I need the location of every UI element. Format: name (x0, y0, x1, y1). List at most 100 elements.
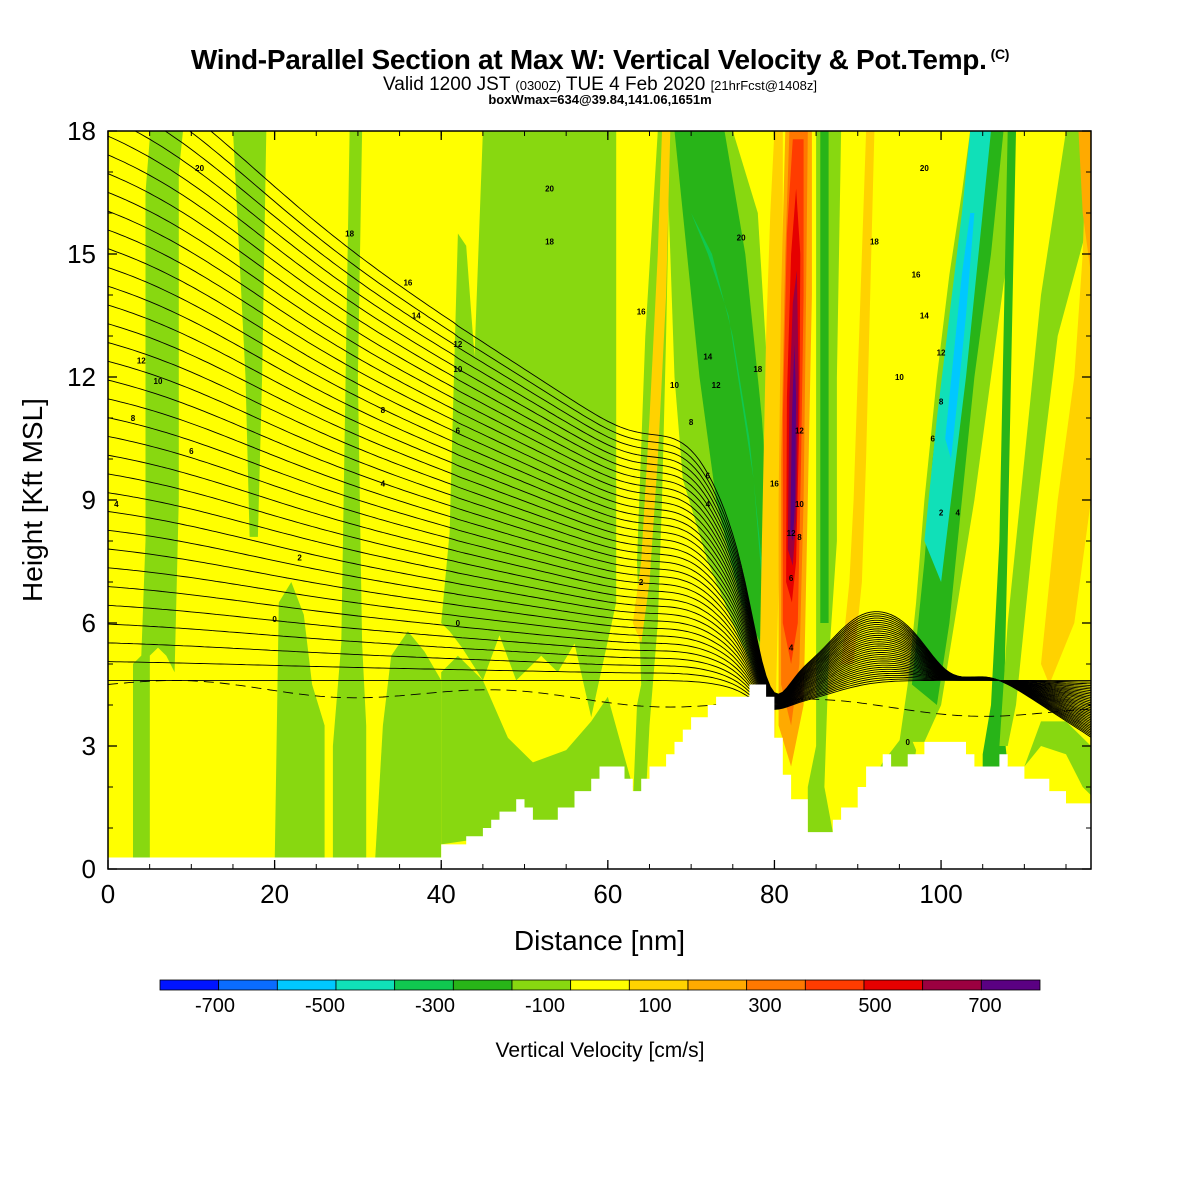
theta-contour (108, 360, 1091, 711)
theta-contour (108, 454, 1091, 705)
theta-contour (108, 511, 1091, 706)
contour-label: 10 (453, 365, 462, 374)
colorbar-swatch (276, 979, 337, 991)
x-tick-label: 60 (593, 879, 622, 909)
y-tick-label: 3 (82, 731, 96, 761)
theta-contour (108, 323, 1091, 714)
y-tick-label: 15 (67, 239, 96, 269)
contour-label: 20 (545, 184, 554, 193)
contour-label: 6 (930, 435, 935, 444)
theta-contour (210, 131, 1091, 738)
colorbar-swatch (804, 979, 865, 991)
contour-label: 16 (770, 480, 779, 489)
contour-label: 4 (381, 480, 386, 489)
contour-label: 4 (955, 508, 960, 517)
contour-label: 4 (114, 500, 119, 509)
theta-contour (108, 173, 1091, 728)
contour-label: 12 (787, 529, 796, 538)
x-tick-label: 0 (101, 879, 115, 909)
colorbar: -700 -500 -300 -100 100 300 500 700 Vertical Vel… (159, 979, 1041, 1062)
contour-label: 6 (789, 574, 794, 583)
x-tick-label: 100 (919, 879, 962, 909)
colorbar-swatch (687, 979, 748, 991)
contour-label: 6 (706, 471, 711, 480)
contour-label: 12 (453, 340, 462, 349)
chart-boxwmax: boxWmax=634@39.84,141.06,1651m (488, 92, 712, 107)
updraft-east-edge (1078, 131, 1091, 275)
updraft-main-outer (757, 131, 783, 767)
contour-label: 10 (670, 381, 679, 390)
contour-label: 6 (456, 426, 461, 435)
colorbar-tick-label: 300 (748, 995, 781, 1017)
contour-label: 12 (712, 381, 721, 390)
contour-label: 18 (753, 365, 762, 374)
colorbar-tick-label: -700 (195, 995, 235, 1017)
contour-label: 16 (403, 279, 412, 288)
downdraft-east-cyan (945, 213, 975, 459)
theta-contour (108, 473, 1091, 705)
theta-contour (108, 248, 1091, 721)
contour-label: 0 (906, 738, 911, 747)
terrain-fill (108, 684, 1091, 869)
theta-contour (108, 229, 1091, 723)
theta-contour (108, 267, 1091, 719)
y-tick-label: 18 (67, 116, 96, 146)
theta-contour (108, 604, 1091, 708)
terrain (108, 684, 1091, 869)
contour-label: 2 (297, 553, 302, 562)
contour-label: 14 (920, 312, 929, 321)
contour-label: 6 (189, 447, 194, 456)
contour-label: 12 (137, 357, 146, 366)
y-tick-label: 0 (82, 854, 96, 884)
downdraft-east-lee-core (820, 131, 829, 623)
contour-label: 4 (789, 644, 794, 653)
theta-contour (108, 586, 1091, 708)
theta-contour (108, 548, 1091, 707)
contour-label: 10 (895, 373, 904, 382)
contour-label: 18 (345, 230, 354, 239)
downdraft-ridge-core (674, 131, 771, 664)
colorbar-swatch (394, 979, 454, 991)
theta-contour (108, 342, 1091, 712)
updraft-east-orange (841, 131, 875, 664)
theta-contour (108, 417, 1091, 705)
x-axis-label: Distance [nm] (514, 925, 685, 956)
updraft-far-east-orange (1041, 131, 1091, 685)
theta-contour (108, 285, 1091, 718)
colorbar-label: Vertical Velocity [cm/s] (496, 1039, 705, 1062)
y-tick-label: 12 (67, 362, 96, 392)
theta-contour (108, 567, 1091, 707)
theta-contour (108, 379, 1091, 709)
downdraft-west-base (133, 655, 150, 869)
theta-contour (108, 154, 1091, 729)
colorbar-swatch (746, 979, 806, 991)
contour-label: 10 (795, 500, 804, 509)
contour-label: 14 (412, 312, 421, 321)
theta-contour (108, 435, 1091, 704)
x-tick-label: 80 (760, 879, 789, 909)
downdraft-far-east-low (1024, 721, 1091, 796)
contour-label: 8 (797, 533, 802, 542)
colorbar-tick-label: 700 (968, 995, 1001, 1017)
theta-contour (108, 304, 1091, 716)
contour-label: 8 (939, 398, 944, 407)
contour-label: 18 (545, 238, 554, 247)
contour-label: 20 (737, 234, 746, 243)
y-tick-label: 9 (82, 485, 96, 515)
theta-contour (188, 131, 1091, 736)
contour-label: 8 (689, 418, 694, 427)
contour-label: 12 (937, 348, 946, 357)
colorbar-swatch (452, 979, 513, 991)
colorbar-tick-label: -500 (305, 995, 345, 1017)
downdraft-mid-1 (332, 131, 367, 869)
contour-label: 16 (912, 271, 921, 280)
colorbar-swatch (218, 979, 278, 991)
theta-contour (108, 661, 1091, 710)
contour-label: 2 (939, 508, 944, 517)
contour-label: 2 (639, 578, 644, 587)
contour-label: 18 (870, 238, 879, 247)
downdraft-east-stripe (982, 131, 1016, 869)
